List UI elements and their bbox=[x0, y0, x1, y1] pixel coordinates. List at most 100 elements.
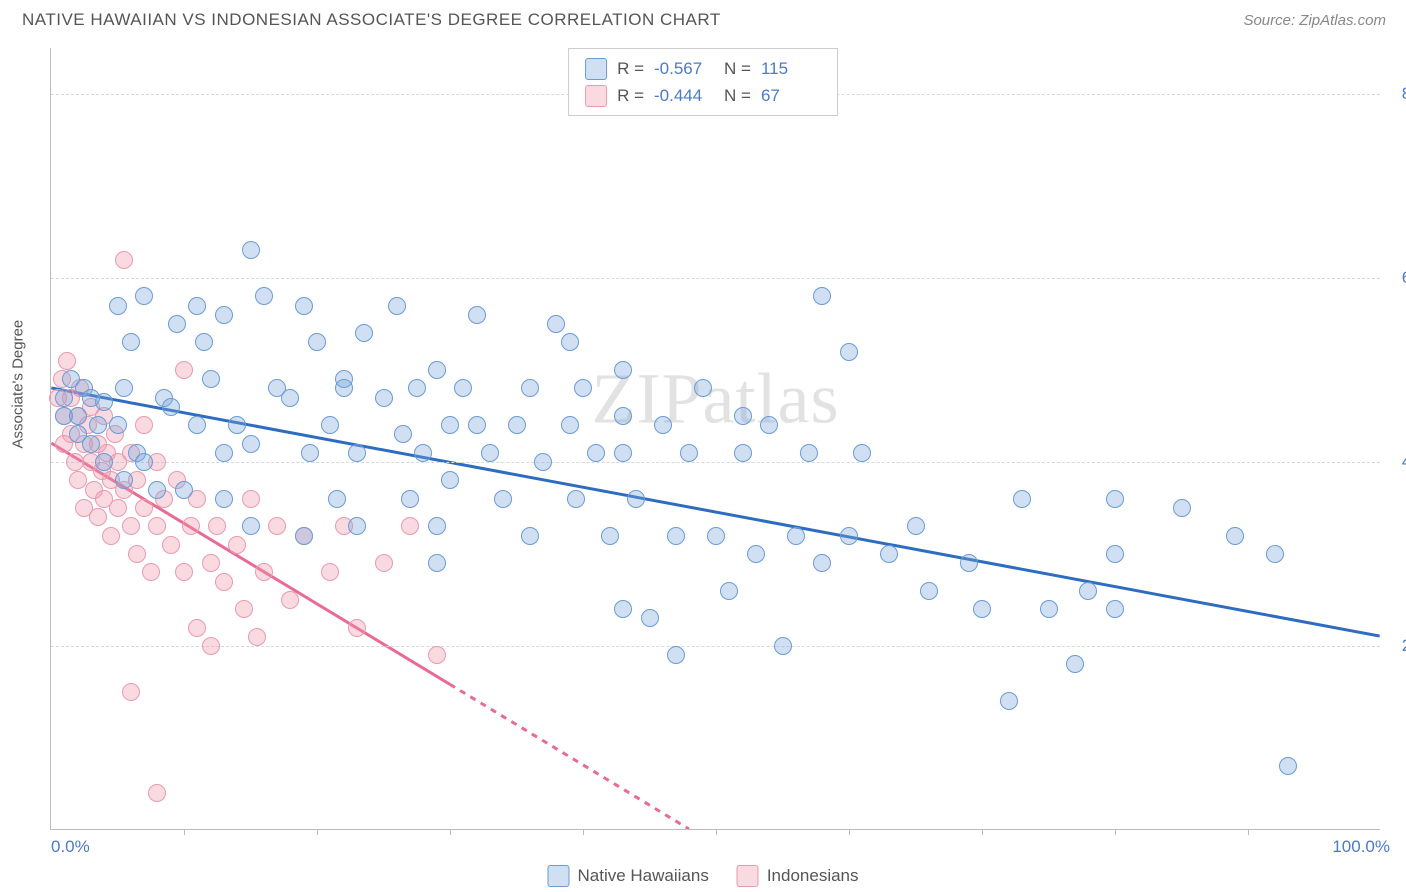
scatter-point-series1 bbox=[907, 517, 925, 535]
x-minor-tick bbox=[450, 829, 451, 835]
scatter-point-series1 bbox=[428, 517, 446, 535]
scatter-point-series1 bbox=[694, 379, 712, 397]
scatter-point-series1 bbox=[215, 444, 233, 462]
scatter-point-series1 bbox=[95, 453, 113, 471]
scatter-point-series2 bbox=[148, 784, 166, 802]
scatter-point-series1 bbox=[468, 416, 486, 434]
scatter-point-series2 bbox=[162, 536, 180, 554]
scatter-point-series1 bbox=[408, 379, 426, 397]
scatter-point-series1 bbox=[109, 416, 127, 434]
scatter-point-series1 bbox=[813, 554, 831, 572]
scatter-point-series1 bbox=[335, 379, 353, 397]
scatter-point-series1 bbox=[707, 527, 725, 545]
scatter-point-series2 bbox=[428, 646, 446, 664]
y-tick-label: 80.0% bbox=[1390, 84, 1406, 104]
scatter-point-series1 bbox=[1106, 545, 1124, 563]
scatter-point-series2 bbox=[122, 683, 140, 701]
x-axis-min-label: 0.0% bbox=[51, 837, 90, 857]
scatter-point-series1 bbox=[667, 527, 685, 545]
scatter-point-series1 bbox=[295, 297, 313, 315]
scatter-point-series2 bbox=[135, 416, 153, 434]
scatter-point-series1 bbox=[561, 416, 579, 434]
scatter-point-series1 bbox=[734, 407, 752, 425]
scatter-point-series1 bbox=[800, 444, 818, 462]
gridline-h bbox=[51, 646, 1380, 647]
x-minor-tick bbox=[716, 829, 717, 835]
stats-row-series1: R = -0.567 N = 115 bbox=[585, 55, 821, 82]
scatter-point-series1 bbox=[115, 471, 133, 489]
scatter-point-series2 bbox=[175, 361, 193, 379]
scatter-point-series1 bbox=[774, 637, 792, 655]
scatter-point-series2 bbox=[215, 573, 233, 591]
scatter-point-series1 bbox=[242, 241, 260, 259]
scatter-point-series1 bbox=[428, 361, 446, 379]
scatter-point-series1 bbox=[401, 490, 419, 508]
scatter-point-series1 bbox=[614, 407, 632, 425]
scatter-point-series1 bbox=[521, 379, 539, 397]
scatter-point-series1 bbox=[115, 379, 133, 397]
gridline-h bbox=[51, 278, 1380, 279]
scatter-point-series1 bbox=[1000, 692, 1018, 710]
scatter-point-series1 bbox=[82, 435, 100, 453]
legend-label-series1: Native Hawaiians bbox=[577, 866, 708, 886]
scatter-point-series1 bbox=[228, 416, 246, 434]
scatter-point-series2 bbox=[235, 600, 253, 618]
r-label-2: R = bbox=[617, 82, 644, 109]
swatch-series2 bbox=[585, 85, 607, 107]
x-minor-tick bbox=[317, 829, 318, 835]
scatter-point-series1 bbox=[135, 287, 153, 305]
scatter-point-series1 bbox=[627, 490, 645, 508]
r-value-1: -0.567 bbox=[654, 55, 714, 82]
scatter-point-series1 bbox=[1173, 499, 1191, 517]
scatter-point-series1 bbox=[641, 609, 659, 627]
n-value-1: 115 bbox=[761, 55, 821, 82]
scatter-point-series1 bbox=[162, 398, 180, 416]
scatter-point-series1 bbox=[394, 425, 412, 443]
scatter-point-series2 bbox=[348, 619, 366, 637]
scatter-point-series1 bbox=[168, 315, 186, 333]
scatter-point-series1 bbox=[89, 416, 107, 434]
scatter-point-series1 bbox=[428, 554, 446, 572]
scatter-point-series2 bbox=[122, 517, 140, 535]
scatter-point-series1 bbox=[348, 444, 366, 462]
swatch-series1 bbox=[585, 58, 607, 80]
scatter-point-series1 bbox=[614, 600, 632, 618]
scatter-point-series1 bbox=[215, 306, 233, 324]
scatter-point-series1 bbox=[654, 416, 672, 434]
scatter-point-series1 bbox=[328, 490, 346, 508]
scatter-point-series2 bbox=[208, 517, 226, 535]
scatter-point-series2 bbox=[128, 545, 146, 563]
scatter-point-series1 bbox=[414, 444, 432, 462]
r-label-1: R = bbox=[617, 55, 644, 82]
scatter-point-series1 bbox=[1266, 545, 1284, 563]
scatter-point-series1 bbox=[1106, 600, 1124, 618]
scatter-point-series1 bbox=[853, 444, 871, 462]
scatter-point-series2 bbox=[109, 499, 127, 517]
x-minor-tick bbox=[849, 829, 850, 835]
y-axis-label: Associate's Degree bbox=[10, 320, 27, 449]
scatter-point-series1 bbox=[734, 444, 752, 462]
scatter-point-series2 bbox=[255, 563, 273, 581]
scatter-point-series2 bbox=[242, 490, 260, 508]
scatter-point-series1 bbox=[614, 444, 632, 462]
scatter-point-series1 bbox=[188, 297, 206, 315]
legend: Native Hawaiians Indonesians bbox=[547, 865, 858, 887]
scatter-point-series2 bbox=[202, 637, 220, 655]
trend-line bbox=[450, 684, 689, 829]
scatter-point-series1 bbox=[680, 444, 698, 462]
correlation-stats-box: R = -0.567 N = 115 R = -0.444 N = 67 bbox=[568, 48, 838, 116]
scatter-point-series1 bbox=[760, 416, 778, 434]
y-tick-label: 40.0% bbox=[1390, 452, 1406, 472]
x-minor-tick bbox=[982, 829, 983, 835]
scatter-point-series2 bbox=[228, 536, 246, 554]
scatter-point-series1 bbox=[348, 517, 366, 535]
legend-swatch-series2 bbox=[737, 865, 759, 887]
scatter-point-series1 bbox=[547, 315, 565, 333]
scatter-point-series2 bbox=[268, 517, 286, 535]
scatter-point-series1 bbox=[787, 527, 805, 545]
scatter-point-series1 bbox=[561, 333, 579, 351]
x-minor-tick bbox=[184, 829, 185, 835]
scatter-point-series1 bbox=[301, 444, 319, 462]
legend-item-series2: Indonesians bbox=[737, 865, 859, 887]
scatter-point-series2 bbox=[375, 554, 393, 572]
